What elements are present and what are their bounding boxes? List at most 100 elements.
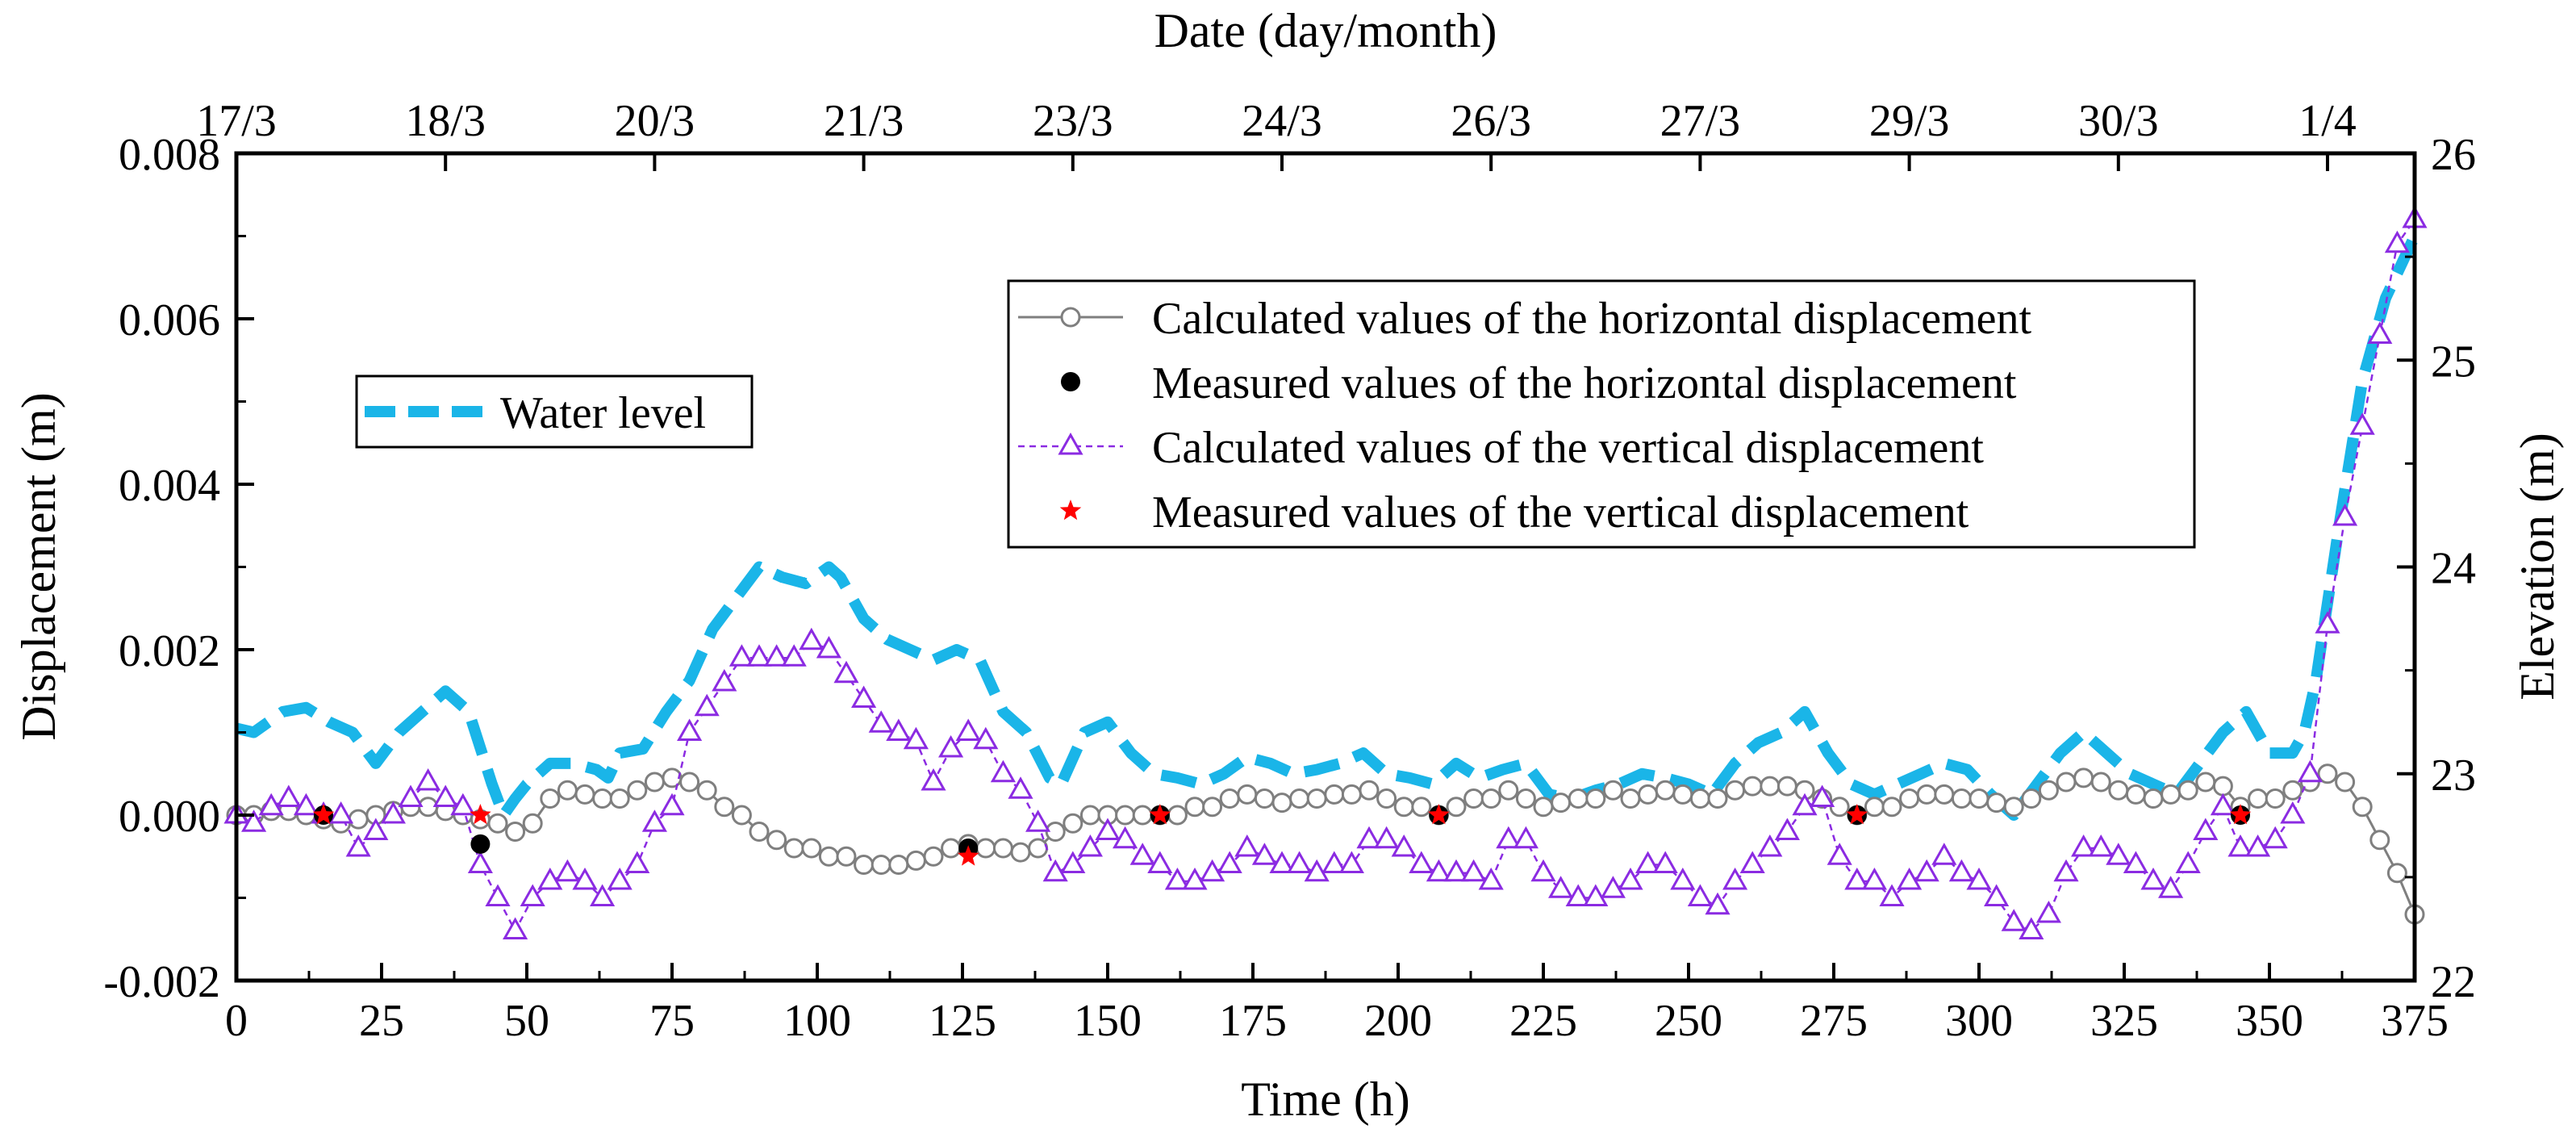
x-tick-label: 200 xyxy=(1364,996,1432,1046)
meas-vertical-point xyxy=(957,845,979,866)
calc-horizontal-point xyxy=(1725,780,1746,801)
y2-tick-label: 24 xyxy=(2431,544,2476,594)
calc-horizontal-point xyxy=(941,838,962,859)
calc-horizontal-point xyxy=(992,838,1013,859)
calc-vertical-point xyxy=(2297,759,2323,783)
calc-horizontal-point xyxy=(2021,788,2042,809)
calc-vertical-point xyxy=(1287,851,1313,873)
calc-horizontal-point xyxy=(1324,784,1345,805)
calc-horizontal-point xyxy=(1115,805,1136,826)
calc-vertical-point xyxy=(2332,503,2358,526)
calc-horizontal-point xyxy=(1063,813,1083,834)
calc-vertical-point xyxy=(1984,884,2010,906)
calc-horizontal-point xyxy=(1638,784,1659,805)
calc-vertical-point xyxy=(833,660,859,684)
calc-horizontal-point xyxy=(2038,780,2059,801)
calc-vertical-point xyxy=(1513,826,1539,849)
x-tick-label: 25 xyxy=(359,996,404,1046)
calc-horizontal-point xyxy=(1951,788,1972,809)
calc-horizontal-point xyxy=(1306,788,1327,809)
calc-horizontal-point xyxy=(1254,788,1275,809)
calc-vertical-point xyxy=(1269,851,1295,873)
calc-horizontal-point xyxy=(1219,788,1240,809)
meas-vertical-point xyxy=(312,804,335,825)
calc-vertical-point xyxy=(799,627,825,650)
calc-vertical-point xyxy=(1391,834,1417,857)
calc-vertical-point xyxy=(276,784,302,807)
calc-horizontal-point xyxy=(2125,784,2146,805)
calc-horizontal-point xyxy=(1916,784,1937,805)
calc-horizontal-point xyxy=(2335,772,2356,793)
series-layer xyxy=(223,205,2428,939)
calc-vertical-point xyxy=(328,801,354,824)
calc-vertical-point xyxy=(1077,834,1103,857)
calc-horizontal-point xyxy=(1568,788,1589,809)
calc-vertical-point xyxy=(415,767,441,791)
calc-horizontal-point xyxy=(1986,793,2007,813)
top-tick-label: 1/4 xyxy=(2298,96,2357,146)
calc-vertical-point xyxy=(2245,834,2271,857)
calc-horizontal-point xyxy=(801,838,822,859)
legend-calc-horizontal-marker xyxy=(1060,307,1081,328)
calc-horizontal-point xyxy=(923,846,944,867)
legend-meas-vertical-label: Measured values of the vertical displace… xyxy=(1152,487,1969,537)
calc-vertical-point xyxy=(1251,843,1277,865)
legend-meas-horizontal-marker xyxy=(1061,372,1080,391)
calc-vertical-point xyxy=(363,818,389,840)
calc-horizontal-point xyxy=(1602,780,1623,801)
calc-horizontal-point xyxy=(818,846,839,867)
x-tick-label: 125 xyxy=(929,996,996,1046)
calc-horizontal-point xyxy=(836,846,857,867)
calc-horizontal-point xyxy=(1463,788,1484,809)
calc-vertical-point xyxy=(1792,793,1818,816)
calc-vertical-point xyxy=(398,784,424,807)
calc-vertical-point xyxy=(712,668,737,692)
calc-horizontal-point xyxy=(1132,805,1153,826)
calc-horizontal-point xyxy=(975,838,996,859)
y2-tick-label: 25 xyxy=(2431,337,2476,387)
calc-vertical-point xyxy=(450,793,476,816)
calc-vertical-point xyxy=(816,635,841,659)
calc-horizontal-point xyxy=(1271,793,1292,813)
calc-horizontal-point xyxy=(2386,863,2407,884)
x-tick-label: 225 xyxy=(1509,996,1577,1046)
calc-vertical-point xyxy=(1374,826,1400,849)
calc-horizontal-point xyxy=(888,855,909,875)
calc-vertical-point xyxy=(2001,909,2027,931)
calc-horizontal-point xyxy=(2248,788,2269,809)
calc-vertical-point xyxy=(1461,859,1487,882)
legend-calc-vertical-label: Calculated values of the vertical displa… xyxy=(1152,423,1984,473)
calc-vertical-point xyxy=(868,710,894,733)
calc-horizontal-point xyxy=(1341,784,1362,805)
meas-horizontal-point xyxy=(470,834,491,854)
calc-vertical-point xyxy=(1618,867,1643,890)
calc-horizontal-point xyxy=(1864,797,1885,818)
calc-horizontal-point xyxy=(870,855,891,875)
calc-vertical-point xyxy=(520,884,545,906)
calc-vertical-point xyxy=(2088,834,2114,857)
calc-vertical-point xyxy=(1652,851,1678,873)
calc-vertical-point xyxy=(2071,834,2097,857)
calc-horizontal-point xyxy=(1167,805,1188,826)
calc-horizontal-point xyxy=(2177,780,2198,801)
calc-horizontal-point xyxy=(2161,784,2181,805)
calc-horizontal-point xyxy=(1707,788,1728,809)
legend-displacement-box xyxy=(1007,279,2196,549)
calc-vertical-point xyxy=(1025,809,1051,832)
calc-vertical-point xyxy=(1966,867,1992,890)
calc-vertical-point xyxy=(1722,867,1748,890)
calc-horizontal-point xyxy=(522,813,543,834)
calc-vertical-point xyxy=(503,917,528,939)
y-tick-label: -0.002 xyxy=(103,957,220,1007)
calc-vertical-point xyxy=(554,859,580,882)
y-tick-label: 0.004 xyxy=(119,461,220,511)
calc-vertical-point xyxy=(886,718,912,741)
calc-horizontal-point xyxy=(905,850,926,871)
calc-vertical-point xyxy=(955,718,981,741)
top-tick-label: 23/3 xyxy=(1033,96,1113,146)
calc-vertical-point xyxy=(2158,876,2184,898)
calc-horizontal-point xyxy=(1376,788,1397,809)
calc-vertical-point xyxy=(2035,900,2061,923)
calc-vertical-point xyxy=(624,851,650,873)
